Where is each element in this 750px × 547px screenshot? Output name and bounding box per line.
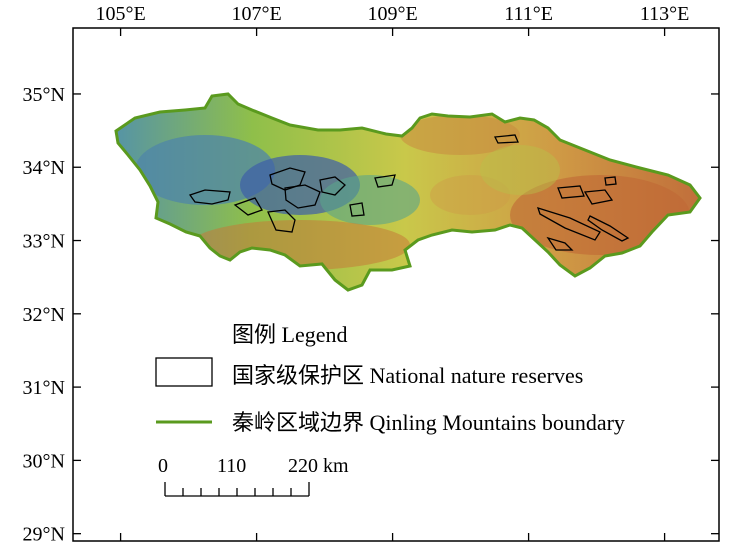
nature-reserves	[188, 134, 630, 251]
reserve-polygon	[493, 134, 519, 144]
reserve-polygon	[319, 176, 346, 196]
mid-elevation-zone	[320, 175, 420, 225]
reserve-polygon	[557, 185, 585, 199]
reserve-polygon	[604, 176, 617, 186]
lat-tick-label: 34°N	[23, 157, 65, 179]
reserve-polygon	[536, 207, 601, 241]
lowland-zone-east	[510, 175, 690, 255]
reserve-polygon	[267, 209, 296, 233]
scale-label-110: 110	[217, 455, 246, 477]
longitude-ticks: 105°E 107°E 109°E 111°E 113°E	[95, 3, 689, 541]
lat-tick-label: 31°N	[23, 377, 65, 399]
reserve-polygon	[349, 202, 365, 217]
reserve-polygon	[546, 236, 574, 251]
legend-title: 图例 Legend	[232, 322, 347, 347]
lon-tick-label: 113°E	[640, 3, 689, 25]
reserve-polygon	[269, 167, 306, 191]
legend-boundary-label: 秦岭区域边界 Qinling Mountains boundary	[232, 410, 625, 435]
lon-tick-label: 109°E	[367, 3, 417, 25]
lat-tick-label: 33°N	[23, 231, 65, 253]
lowland-zone-north	[400, 115, 520, 155]
reserve-polygon	[284, 184, 321, 209]
scale-label-220: 220 km	[288, 455, 349, 477]
lon-tick-label: 111°E	[504, 3, 553, 25]
map-frame	[72, 27, 720, 542]
legend-reserve-label: 国家级保护区 National nature reserves	[232, 363, 583, 388]
reserve-polygon	[587, 215, 630, 242]
lat-tick-label: 30°N	[23, 450, 65, 472]
scale-bar: 0 110 220 km	[158, 455, 349, 497]
lowland-zone-valley	[430, 175, 510, 215]
reserve-polygon	[233, 197, 263, 216]
legend: 图例 Legend 国家级保护区 National nature reserve…	[155, 322, 625, 435]
reserve-polygon	[188, 189, 231, 205]
lat-tick-label: 32°N	[23, 304, 65, 326]
reserve-polygon	[583, 189, 614, 205]
high-elevation-zone-west	[135, 135, 275, 205]
legend-reserve-symbol	[155, 357, 213, 387]
reserve-polygon	[374, 174, 396, 188]
scale-label-0: 0	[158, 455, 168, 477]
latitude-ticks: 35°N 34°N 33°N 32°N 31°N 30°N 29°N	[23, 84, 719, 546]
upland-zone	[480, 145, 560, 195]
lat-tick-label: 29°N	[23, 524, 65, 546]
lon-tick-label: 107°E	[231, 3, 281, 25]
lon-tick-label: 105°E	[95, 3, 145, 25]
lat-tick-label: 35°N	[23, 84, 65, 106]
